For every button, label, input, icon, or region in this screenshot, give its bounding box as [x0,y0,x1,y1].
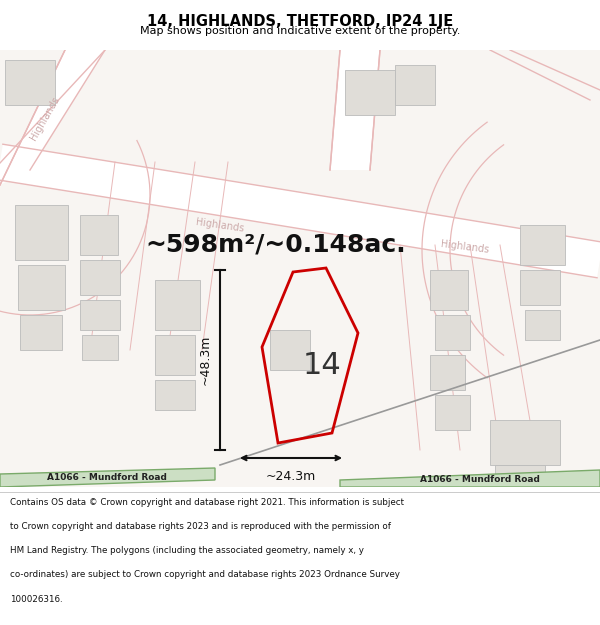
Text: Contains OS data © Crown copyright and database right 2021. This information is : Contains OS data © Crown copyright and d… [10,498,404,507]
Polygon shape [520,225,565,265]
Text: A1066 - Mundford Road: A1066 - Mundford Road [420,476,540,484]
Text: Highlands: Highlands [440,239,490,255]
Text: Highlands: Highlands [28,94,61,142]
Text: ~598m²/~0.148ac.: ~598m²/~0.148ac. [145,233,406,257]
Text: 14, HIGHLANDS, THETFORD, IP24 1JE: 14, HIGHLANDS, THETFORD, IP24 1JE [147,14,453,29]
Polygon shape [80,215,118,255]
Polygon shape [345,70,395,115]
Text: 14: 14 [302,351,341,379]
Text: Highlands: Highlands [195,217,245,233]
Polygon shape [5,60,55,105]
Text: ~24.3m: ~24.3m [266,470,316,483]
Polygon shape [525,310,560,340]
Polygon shape [520,270,560,305]
Text: A1066 - Mundford Road: A1066 - Mundford Road [47,474,167,482]
Polygon shape [435,395,470,430]
Polygon shape [155,280,200,330]
Text: HM Land Registry. The polygons (including the associated geometry, namely x, y: HM Land Registry. The polygons (includin… [10,546,364,556]
Text: co-ordinates) are subject to Crown copyright and database rights 2023 Ordnance S: co-ordinates) are subject to Crown copyr… [10,571,400,579]
Polygon shape [80,300,120,330]
Polygon shape [0,50,105,185]
Polygon shape [270,330,310,370]
Polygon shape [430,270,468,310]
Polygon shape [435,315,470,350]
Polygon shape [430,355,465,390]
Polygon shape [495,465,545,487]
Polygon shape [395,65,435,105]
Polygon shape [490,420,560,465]
Polygon shape [0,144,600,278]
Text: 100026316.: 100026316. [10,594,62,604]
Polygon shape [18,265,65,310]
Text: to Crown copyright and database rights 2023 and is reproduced with the permissio: to Crown copyright and database rights 2… [10,522,391,531]
Polygon shape [155,335,195,375]
Polygon shape [20,315,62,350]
Text: Map shows position and indicative extent of the property.: Map shows position and indicative extent… [140,26,460,36]
Text: ~48.3m: ~48.3m [199,335,212,385]
Polygon shape [80,260,120,295]
Polygon shape [0,468,215,487]
Polygon shape [82,335,118,360]
Polygon shape [330,50,380,170]
Polygon shape [340,470,600,487]
Polygon shape [15,205,68,260]
Polygon shape [155,380,195,410]
